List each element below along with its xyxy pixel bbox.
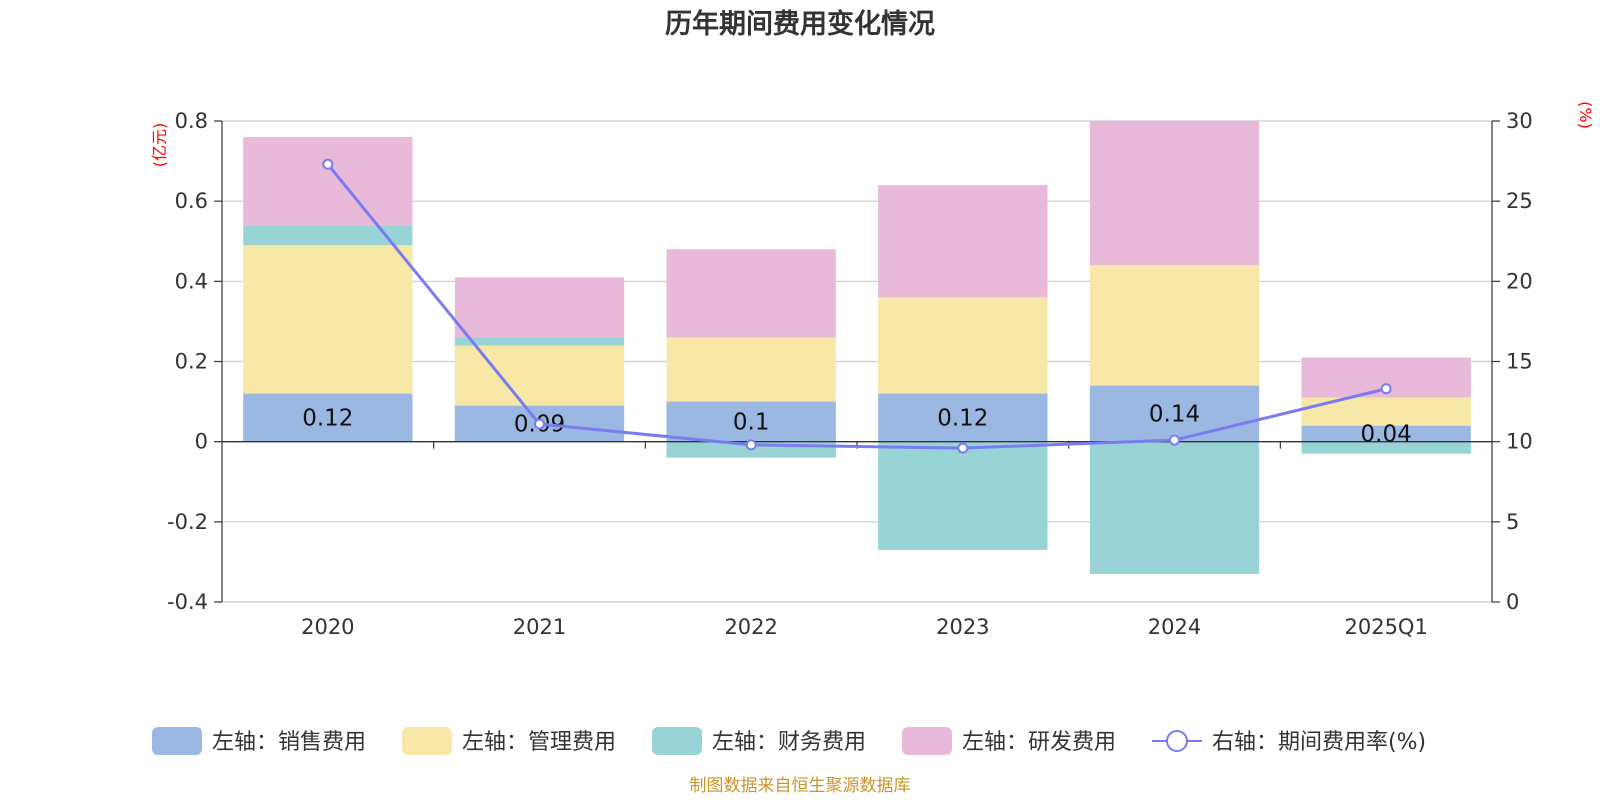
expense-rate-point [534, 418, 545, 430]
left-axis-tick-label: 0.2 [175, 350, 208, 374]
legend-marker [1166, 730, 1188, 752]
legend-swatch [402, 727, 452, 755]
expense-rate-point [1169, 434, 1180, 446]
bar-segment [666, 401, 836, 442]
bar-segment [454, 345, 625, 406]
bar-segment [243, 225, 413, 246]
bar-segment [1301, 441, 1471, 454]
x-axis-tick-label: 2024 [1148, 615, 1201, 639]
left-axis-tick-label: 0.4 [175, 269, 208, 293]
left-axis-tick-label: -0.4 [167, 590, 208, 614]
bar-data-label: 0.12 [937, 406, 988, 432]
legend-label: 左轴：研发费用 [962, 730, 1116, 755]
bar-segment [1089, 441, 1260, 574]
bar-segment [1089, 121, 1260, 266]
x-axis-tick-label: 2023 [936, 615, 989, 639]
source-note: 制图数据来自恒生聚源数据库 [690, 776, 911, 796]
right-axis-tick-label: 30 [1506, 109, 1533, 133]
x-axis-tick-label: 2020 [301, 615, 354, 639]
bar-segment [243, 137, 413, 226]
x-axis-tick-label: 2025Q1 [1344, 615, 1427, 639]
bar-segment [243, 393, 413, 442]
bar-segment [454, 277, 625, 338]
legend-label: 左轴：销售费用 [212, 730, 366, 755]
legend-swatch [652, 727, 702, 755]
expense-rate-line-path [326, 163, 1387, 450]
right-axis-tick-label: 15 [1506, 350, 1533, 374]
bar-series [243, 121, 1471, 574]
right-axis-tick-label: 10 [1506, 430, 1533, 454]
right-axis-tick-label: 5 [1506, 510, 1519, 534]
x-axis-tick-label: 2022 [724, 615, 777, 639]
bar-segment [878, 297, 1048, 394]
bar-segment [878, 185, 1048, 298]
left-axis-tick-label: 0 [195, 430, 208, 454]
left-axis-tick-label: 0.8 [175, 109, 208, 133]
expense-rate-point [1380, 383, 1392, 395]
left-axis-unit: (亿元) [150, 123, 169, 168]
x-axis-tick-label: 2021 [513, 615, 566, 639]
right-axis-tick-label: 0 [1506, 590, 1519, 614]
bar-data-labels: 0.120.090.10.120.140.04 [302, 402, 1412, 448]
bar-data-label: 0.04 [1361, 422, 1412, 448]
bar-segment [666, 249, 836, 338]
expense-rate-line [322, 158, 1392, 454]
bar-segment [666, 337, 836, 402]
legend-swatch [152, 727, 202, 755]
right-axis-unit: (%) [1576, 101, 1595, 129]
expense-rate-point [745, 439, 757, 451]
bar-data-label: 0.14 [1149, 402, 1200, 428]
right-axis-tick-label: 20 [1506, 269, 1533, 293]
right-axis-tick-label: 25 [1506, 189, 1533, 213]
legend-swatch [902, 727, 952, 755]
bar-segment [1089, 265, 1260, 386]
bar-segment [243, 245, 413, 394]
axes: -0.4 -0.2 0 0.2 0.4 0.6 0.8 0 5 10 15 20 25 30 2020 202… [167, 109, 1533, 639]
expense-rate-point [957, 442, 969, 454]
bar-segment [1301, 425, 1471, 442]
bar-segment [878, 441, 1048, 550]
chart-title: 历年期间费用变化情况 [665, 8, 935, 40]
gridlines [222, 120, 1492, 603]
bar-segment [878, 393, 1048, 442]
bar-segment [1089, 385, 1260, 442]
expense-rate-point [322, 158, 334, 170]
left-axis-tick-label: -0.2 [167, 510, 208, 534]
bar-segment [454, 337, 625, 346]
left-axis-tick-label: 0.6 [175, 189, 208, 213]
legend-label: 左轴：管理费用 [462, 730, 616, 755]
legend-label: 右轴：期间费用率(%) [1212, 730, 1426, 755]
bar-data-label: 0.12 [302, 406, 353, 432]
bar-data-label: 0.1 [733, 410, 770, 436]
legend: 左轴：销售费用 左轴：管理费用 左轴：财务费用 左轴：研发费用 右轴：期间费用率(%) [152, 727, 1426, 755]
legend-label: 左轴：财务费用 [712, 730, 866, 755]
